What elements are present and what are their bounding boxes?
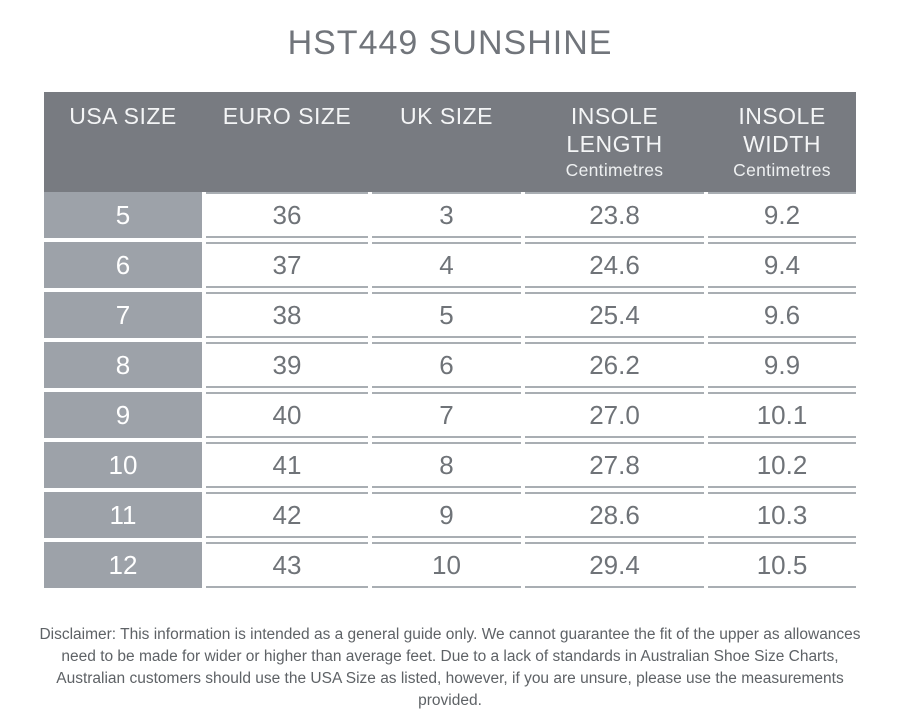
table-row: 11 42 9 28.6 10.3 [44,492,856,538]
euro-size-cell: 41 [206,442,368,488]
table-row: 10 41 8 27.8 10.2 [44,442,856,488]
header-insole-length: INSOLE LENGTH Centimetres [525,102,704,192]
euro-size-cell: 40 [206,392,368,438]
insole-width-cell: 10.3 [708,492,856,538]
insole-width-cell: 9.6 [708,292,856,338]
insole-width-cell: 9.4 [708,242,856,288]
usa-size-cell: 9 [44,392,202,438]
header-insole-width: INSOLE WIDTH Centimetres [708,102,856,192]
euro-size-cell: 36 [206,192,368,238]
insole-length-cell: 25.4 [525,292,704,338]
usa-size-cell: 11 [44,492,202,538]
euro-size-cell: 38 [206,292,368,338]
table-row: 12 43 10 29.4 10.5 [44,542,856,588]
euro-size-cell: 39 [206,342,368,388]
insole-length-cell: 28.6 [525,492,704,538]
uk-size-cell: 7 [372,392,521,438]
uk-size-cell: 4 [372,242,521,288]
insole-length-cell: 26.2 [525,342,704,388]
header-uk-size: UK SIZE [372,102,521,192]
insole-length-cell: 29.4 [525,542,704,588]
uk-size-cell: 9 [372,492,521,538]
insole-width-cell: 10.5 [708,542,856,588]
usa-size-cell: 12 [44,542,202,588]
header-insole-length-label: INSOLE LENGTH [566,103,663,157]
usa-size-cell: 6 [44,242,202,288]
header-usa-size-label: USA SIZE [69,103,177,129]
insole-width-cell: 9.9 [708,342,856,388]
table-row: 8 39 6 26.2 9.9 [44,342,856,388]
header-insole-length-unit: Centimetres [565,160,664,180]
table-row: 5 36 3 23.8 9.2 [44,192,856,238]
euro-size-cell: 43 [206,542,368,588]
size-chart-table: USA SIZE EURO SIZE UK SIZE INSOLE LENGTH… [44,92,856,588]
header-insole-width-label: INSOLE WIDTH [738,103,826,157]
insole-length-cell: 27.0 [525,392,704,438]
usa-size-cell: 10 [44,442,202,488]
uk-size-cell: 3 [372,192,521,238]
header-euro-size: EURO SIZE [206,102,368,192]
table-row: 9 40 7 27.0 10.1 [44,392,856,438]
header-insole-width-unit: Centimetres [733,160,831,180]
header-usa-size: USA SIZE [44,102,202,192]
insole-width-cell: 9.2 [708,192,856,238]
insole-length-cell: 23.8 [525,192,704,238]
page-title: HST449 SUNSHINE [287,24,613,62]
insole-length-cell: 24.6 [525,242,704,288]
header-euro-size-label: EURO SIZE [222,103,352,129]
table-header-row: USA SIZE EURO SIZE UK SIZE INSOLE LENGTH… [44,92,856,192]
table-row: 7 38 5 25.4 9.6 [44,292,856,338]
table-row: 6 37 4 24.6 9.4 [44,242,856,288]
insole-length-cell: 27.8 [525,442,704,488]
header-uk-size-label: UK SIZE [400,103,493,129]
usa-size-cell: 7 [44,292,202,338]
uk-size-cell: 6 [372,342,521,388]
insole-width-cell: 10.2 [708,442,856,488]
insole-width-cell: 10.1 [708,392,856,438]
euro-size-cell: 42 [206,492,368,538]
euro-size-cell: 37 [206,242,368,288]
uk-size-cell: 5 [372,292,521,338]
uk-size-cell: 8 [372,442,521,488]
usa-size-cell: 8 [44,342,202,388]
disclaimer-text: Disclaimer: This information is intended… [39,626,861,709]
usa-size-cell: 5 [44,192,202,238]
uk-size-cell: 10 [372,542,521,588]
